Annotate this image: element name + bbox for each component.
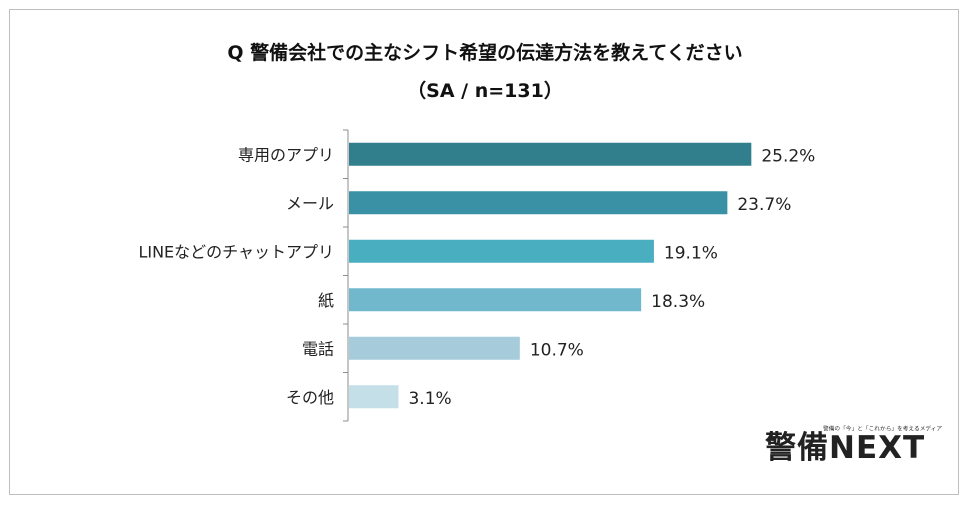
- bar-4: [349, 288, 642, 312]
- category-label: メール: [286, 194, 334, 213]
- bar-3: [349, 239, 654, 263]
- bar-2: [349, 191, 728, 215]
- value-label: 10.7%: [530, 340, 584, 360]
- chart-title: Q 警備会社での主なシフト希望の伝達方法を教えてください: [227, 42, 743, 64]
- category-label: LINEなどのチャットアプリ: [138, 242, 334, 261]
- category-label: その他: [286, 388, 334, 407]
- logo-text: 警備NEXT: [765, 430, 926, 466]
- category-label: 電話: [302, 339, 334, 358]
- category-label: 紙: [318, 291, 334, 310]
- value-label: 25.2%: [761, 146, 815, 166]
- bar-6: [349, 385, 399, 409]
- value-label: 3.1%: [408, 389, 451, 409]
- bar-1: [349, 142, 752, 166]
- chart-subtitle: （SA / n=131）: [407, 80, 563, 102]
- value-label: 19.1%: [664, 243, 718, 263]
- value-label: 23.7%: [737, 195, 791, 215]
- category-label: 専用のアプリ: [238, 145, 334, 164]
- value-label: 18.3%: [651, 292, 705, 312]
- bar-5: [349, 336, 520, 360]
- logo-tagline: 警備の「今」と「これから」を考えるメディア: [823, 425, 943, 433]
- brand-logo: 警備NEXT 警備の「今」と「これから」を考えるメディア: [765, 418, 942, 466]
